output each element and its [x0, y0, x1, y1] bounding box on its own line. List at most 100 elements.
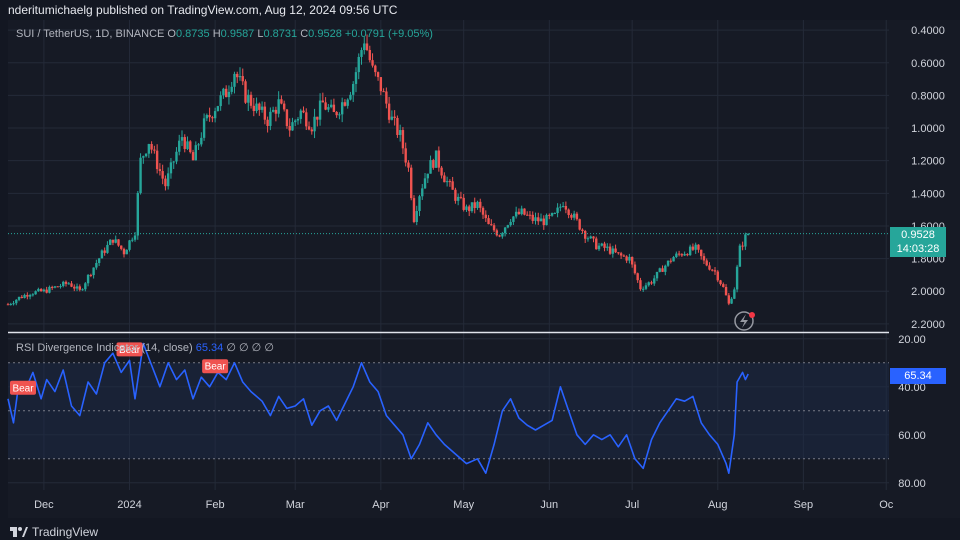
- up-candle: [31, 293, 35, 297]
- candle-body: [584, 230, 587, 239]
- candle-body: [688, 246, 692, 256]
- candle-body: [440, 167, 443, 176]
- up-candle: [738, 243, 742, 267]
- up-candle: [666, 260, 670, 267]
- down-candle: [382, 88, 385, 93]
- candle-body: [139, 157, 142, 193]
- candle-body: [219, 95, 222, 107]
- candle-body: [260, 106, 264, 110]
- candle-body: [45, 289, 48, 293]
- candle-body: [15, 299, 18, 304]
- up-candle: [346, 98, 349, 109]
- up-candle: [95, 259, 98, 270]
- up-candle: [415, 205, 418, 226]
- up-candle: [730, 297, 733, 304]
- candle-body: [387, 103, 391, 120]
- candle-body: [178, 140, 181, 152]
- candle-body: [727, 295, 731, 304]
- down-candle: [595, 236, 598, 250]
- up-candle: [9, 302, 12, 306]
- candle-body: [53, 286, 57, 288]
- candle-body: [437, 150, 441, 168]
- candle-body: [169, 162, 173, 174]
- down-candle: [396, 115, 399, 138]
- down-candle: [410, 164, 413, 201]
- up-candle: [572, 210, 576, 221]
- rsi-placeholder-1: ∅: [226, 342, 236, 354]
- down-candle: [376, 71, 380, 81]
- candle-body: [197, 144, 200, 146]
- candle-body: [73, 286, 76, 289]
- candle-body: [324, 102, 327, 110]
- candle-body: [263, 106, 267, 120]
- up-candle: [108, 239, 112, 246]
- time-axis[interactable]: Dec 2024 Feb Mar Apr May Jun Jul Aug Sep Oc: [34, 499, 894, 511]
- candle-body: [277, 99, 280, 114]
- lightning-icon[interactable]: [734, 311, 755, 331]
- candle-body: [407, 162, 410, 168]
- down-candle: [481, 206, 485, 219]
- candle-body: [512, 216, 515, 222]
- candle-body: [716, 271, 719, 281]
- candle-body: [222, 88, 225, 96]
- down-candle: [570, 213, 573, 220]
- footer-brand[interactable]: TradingView: [10, 525, 98, 539]
- price-axis[interactable]: 2.20002.00001.80001.60001.40001.20001.00…: [911, 25, 945, 331]
- down-candle: [266, 116, 269, 133]
- candle-body: [398, 130, 402, 135]
- candle-body: [603, 243, 606, 248]
- candle-body: [694, 244, 697, 250]
- candle-body: [393, 116, 396, 118]
- down-candle: [727, 292, 731, 306]
- candle-body: [509, 221, 512, 226]
- down-candle: [537, 212, 540, 225]
- up-candle: [556, 203, 559, 218]
- down-candle: [622, 254, 626, 258]
- down-candle: [258, 102, 261, 116]
- rsi-tick-label: 20.00: [898, 334, 926, 346]
- up-candle: [97, 257, 101, 266]
- candle-body: [490, 224, 493, 226]
- up-candle: [642, 286, 645, 292]
- candle-body: [700, 249, 703, 257]
- candle-body: [37, 289, 40, 292]
- candle-body: [142, 156, 145, 158]
- down-candle: [56, 286, 59, 288]
- down-candle: [274, 106, 278, 122]
- candle-body: [84, 283, 87, 290]
- candle-body: [288, 126, 291, 131]
- candle-body: [125, 249, 128, 255]
- down-candle: [479, 198, 482, 213]
- up-candle: [675, 251, 678, 258]
- candle-body: [733, 289, 736, 299]
- down-candle: [20, 295, 24, 299]
- time-tick-label: Jun: [540, 499, 558, 511]
- candle-body: [349, 94, 352, 100]
- candle-body: [628, 256, 631, 261]
- candle-body: [285, 109, 289, 127]
- down-candle: [495, 228, 499, 237]
- candle-body: [302, 110, 305, 113]
- symbol-legend[interactable]: SUI / TetherUS, 1D, BINANCE O0.8735 H0.9…: [16, 28, 433, 40]
- rsi-legend[interactable]: RSI Divergence Indicator (14, close) 65.…: [16, 341, 274, 354]
- candle-body: [539, 218, 543, 222]
- last-price-value: 0.9528: [901, 229, 935, 241]
- candle-body: [62, 281, 65, 287]
- candle-body: [224, 88, 228, 98]
- candle-body: [592, 236, 595, 239]
- candle-body: [653, 278, 656, 284]
- down-candle: [542, 215, 545, 230]
- down-candle: [241, 68, 244, 86]
- rsi-axis[interactable]: 80.00 60.00 40.00 20.00: [898, 334, 926, 490]
- down-candle: [307, 121, 311, 131]
- up-candle: [260, 101, 264, 113]
- candle-body: [746, 234, 750, 236]
- price-tick-label: 0.8000: [911, 90, 945, 102]
- up-candle: [735, 264, 739, 293]
- down-candle: [78, 284, 82, 292]
- down-candle: [280, 95, 283, 105]
- up-candle: [456, 193, 460, 206]
- down-candle: [183, 134, 186, 153]
- candle-body: [180, 137, 184, 141]
